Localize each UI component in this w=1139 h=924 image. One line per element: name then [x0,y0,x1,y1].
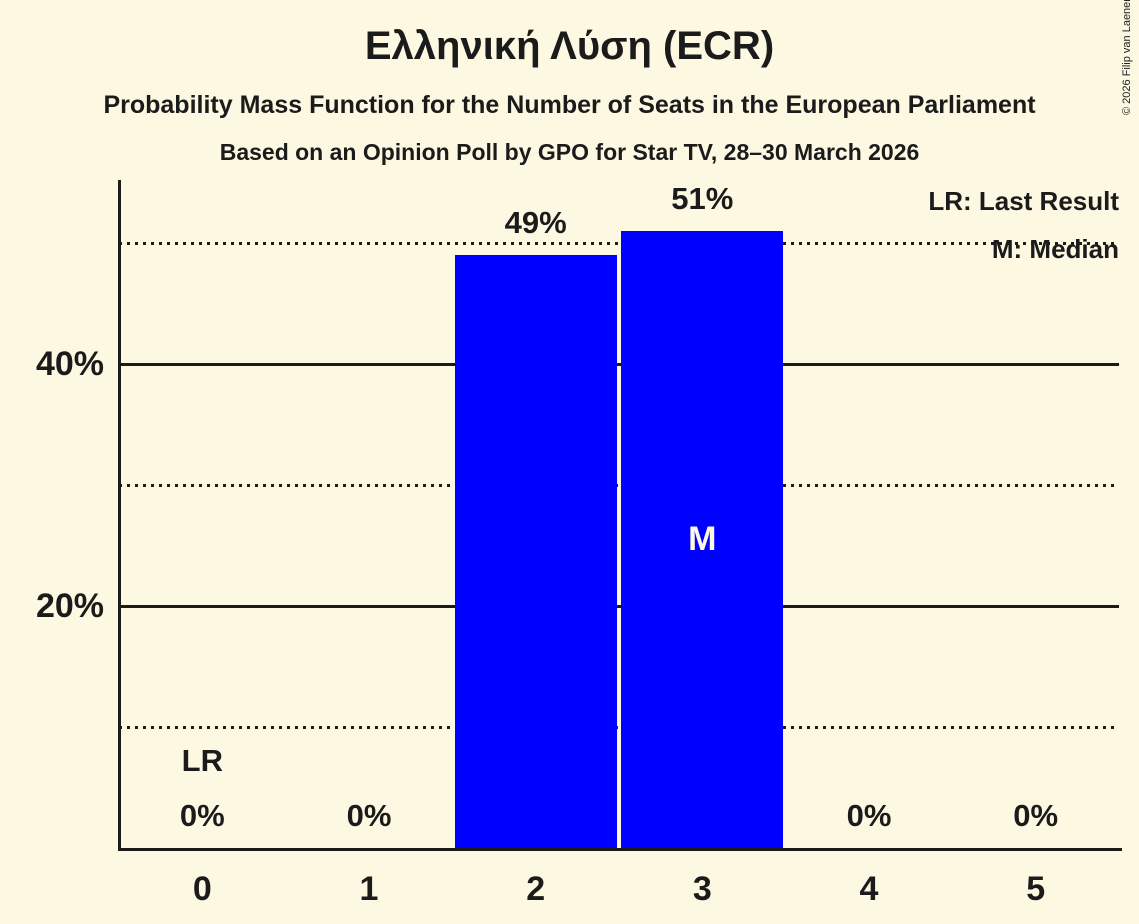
gridline-10pct [119,726,1119,729]
legend-median: M: Median [991,234,1119,264]
bar-value-label: 0% [346,798,392,833]
x-tick-label: 3 [692,870,712,908]
y-axis-line [118,180,121,851]
bar-value-label: 0% [1013,798,1059,833]
median-annotation: M [688,520,717,559]
x-axis-line [118,848,1122,851]
y-tick-label: 40% [35,345,104,383]
legend-last-result: LR: Last Result [928,186,1119,216]
bar-value-label: 51% [671,180,734,216]
x-tick-label: 5 [1026,870,1046,908]
legend: LR: Last Result M: Median [928,177,1119,273]
bar-value-label: 0% [179,798,225,833]
bar [621,230,784,848]
x-tick-label: 1 [359,870,379,908]
gridline-20pct [119,605,1119,608]
bar [454,255,617,848]
gridline-40pct [119,363,1119,366]
x-tick-label: 0 [192,870,212,908]
bar-value-label: 0% [846,798,892,833]
y-tick-label: 20% [35,587,104,625]
chart-title: Ελληνική Λύση (ECR) [364,24,775,68]
gridline-50pct [119,242,1119,245]
bar-value-label: 49% [504,205,567,241]
chart-poll-info: Based on an Opinion Poll by GPO for Star… [219,139,920,165]
x-tick-label: 4 [859,870,879,908]
chart-subtitle: Probability Mass Function for the Number… [103,91,1036,119]
x-tick-label: 2 [526,870,546,908]
last-result-annotation: LR [181,743,223,778]
gridline-30pct [119,484,1119,487]
